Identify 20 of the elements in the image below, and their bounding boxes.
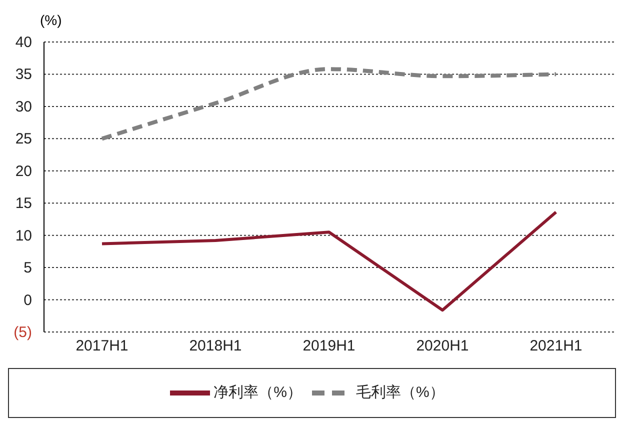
y-tick-label: 15 [15, 195, 32, 212]
y-tick-label: 30 [15, 98, 32, 116]
legend-label: 毛利率（%） [356, 384, 444, 401]
x-tick-label: 2021H1 [530, 338, 582, 355]
y-tick-label: (5) [14, 324, 32, 341]
line-series [100, 67, 558, 141]
y-tick-label: 35 [15, 66, 32, 84]
y-tick-label: 0 [24, 292, 32, 309]
y-axis-title: (%) [40, 12, 62, 28]
x-tick-label: 2020H1 [416, 338, 469, 355]
x-tick-label: 2018H1 [189, 338, 242, 355]
line-series [100, 210, 558, 312]
y-tick-label: 20 [15, 162, 32, 180]
x-tick-label: 2019H1 [302, 338, 356, 355]
y-tick-label: 40 [15, 34, 32, 51]
y-tick-label: 25 [15, 130, 32, 148]
x-tick-label: 2017H1 [76, 338, 128, 355]
legend-label: 净利率（%） [214, 384, 302, 401]
y-tick-label: 5 [24, 260, 32, 277]
y-tick-label: 10 [15, 227, 32, 244]
